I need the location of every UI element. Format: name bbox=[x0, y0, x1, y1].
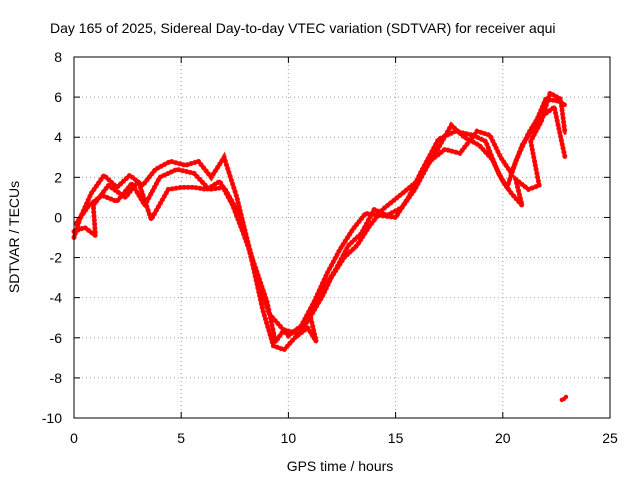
isolated-point-marker bbox=[563, 394, 569, 400]
y-axis-label: SDTVAR / TECUs bbox=[6, 181, 22, 293]
y-tick-label: 6 bbox=[54, 89, 62, 105]
y-tick-label: 0 bbox=[54, 209, 62, 225]
x-tick-label: 15 bbox=[388, 430, 404, 446]
x-tick-label: 20 bbox=[495, 430, 511, 446]
x-tick-label: 10 bbox=[281, 430, 297, 446]
satellite-track-2-markers bbox=[73, 102, 568, 353]
y-tick-label: -8 bbox=[50, 370, 63, 386]
x-axis-label: GPS time / hours bbox=[287, 458, 394, 474]
chart-title: Day 165 of 2025, Sidereal Day-to-day VTE… bbox=[50, 20, 556, 36]
isolated-point-marker bbox=[559, 397, 564, 403]
y-tick-label: 8 bbox=[54, 49, 62, 65]
plot-frame bbox=[73, 56, 611, 419]
grid-lines bbox=[74, 57, 610, 418]
x-tick-label: 0 bbox=[70, 430, 78, 446]
y-tick-label: -4 bbox=[50, 290, 63, 306]
y-tick-label: 2 bbox=[54, 169, 62, 185]
x-tick-label: 25 bbox=[602, 430, 618, 446]
axis-ticks: 0 5 10 15 20 25 -10 -8 -6 -4 -2 0 2 4 6 8 bbox=[42, 49, 618, 446]
data-traces bbox=[71, 89, 569, 403]
y-tick-label: 4 bbox=[54, 129, 62, 145]
y-tick-label: -6 bbox=[50, 330, 63, 346]
y-tick-label: -10 bbox=[42, 410, 62, 426]
x-tick-label: 5 bbox=[177, 430, 185, 446]
y-tick-label: -2 bbox=[50, 250, 63, 266]
satellite-track-2-line bbox=[74, 105, 567, 352]
satellite-track-3-markers bbox=[71, 89, 568, 348]
